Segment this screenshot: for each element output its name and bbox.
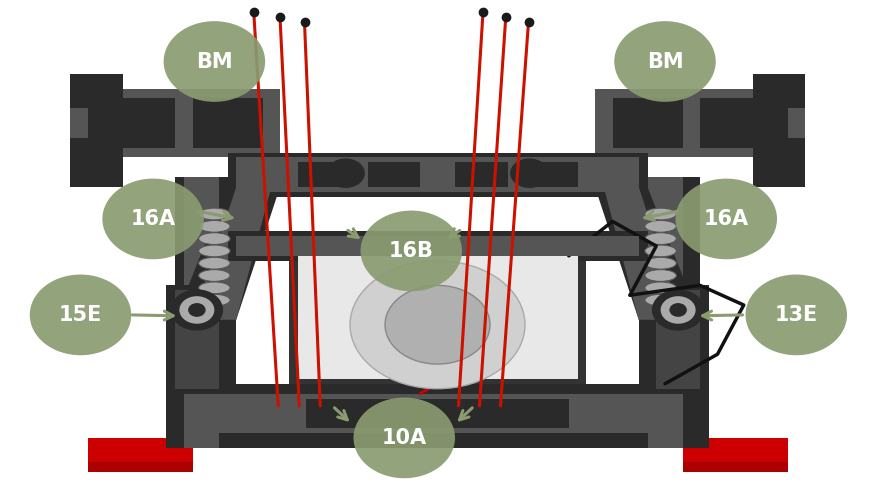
Ellipse shape bbox=[354, 398, 455, 478]
Polygon shape bbox=[192, 98, 262, 148]
Ellipse shape bbox=[645, 282, 676, 294]
Bar bbox=[289, 246, 586, 384]
Bar bbox=[184, 177, 219, 448]
Bar bbox=[298, 251, 578, 379]
Ellipse shape bbox=[199, 208, 230, 220]
Polygon shape bbox=[175, 187, 280, 320]
Ellipse shape bbox=[179, 296, 214, 324]
Ellipse shape bbox=[676, 179, 777, 259]
Ellipse shape bbox=[746, 275, 847, 355]
Ellipse shape bbox=[350, 261, 525, 389]
Bar bbox=[306, 399, 569, 428]
Polygon shape bbox=[682, 462, 788, 472]
Polygon shape bbox=[88, 438, 192, 472]
Ellipse shape bbox=[199, 282, 230, 294]
Ellipse shape bbox=[652, 289, 704, 331]
Ellipse shape bbox=[30, 275, 131, 355]
Bar bbox=[175, 290, 219, 389]
Bar bbox=[166, 285, 236, 394]
Bar bbox=[455, 162, 507, 187]
Bar bbox=[228, 231, 648, 261]
Ellipse shape bbox=[199, 220, 230, 232]
Bar bbox=[179, 306, 213, 315]
Polygon shape bbox=[682, 438, 788, 472]
Ellipse shape bbox=[669, 303, 687, 317]
Bar bbox=[656, 290, 700, 389]
Polygon shape bbox=[70, 89, 280, 157]
Polygon shape bbox=[88, 462, 192, 472]
Ellipse shape bbox=[199, 233, 230, 245]
Polygon shape bbox=[595, 187, 700, 320]
Bar bbox=[298, 162, 350, 187]
Bar bbox=[648, 177, 682, 448]
Ellipse shape bbox=[661, 296, 696, 324]
Ellipse shape bbox=[171, 289, 223, 331]
Ellipse shape bbox=[645, 270, 676, 281]
Bar bbox=[639, 364, 709, 448]
Ellipse shape bbox=[645, 245, 676, 257]
Polygon shape bbox=[604, 93, 796, 153]
Text: BM: BM bbox=[647, 52, 683, 71]
Polygon shape bbox=[79, 93, 271, 153]
Bar bbox=[368, 162, 420, 187]
Polygon shape bbox=[752, 74, 805, 108]
Bar bbox=[639, 285, 709, 394]
Ellipse shape bbox=[510, 158, 549, 188]
Ellipse shape bbox=[645, 233, 676, 245]
Ellipse shape bbox=[614, 21, 716, 102]
Polygon shape bbox=[752, 138, 805, 187]
Polygon shape bbox=[70, 138, 122, 187]
Polygon shape bbox=[88, 98, 175, 148]
Ellipse shape bbox=[199, 270, 230, 281]
Polygon shape bbox=[700, 98, 788, 148]
Ellipse shape bbox=[645, 208, 676, 220]
Ellipse shape bbox=[385, 285, 490, 364]
Bar bbox=[525, 162, 578, 187]
Bar bbox=[192, 394, 682, 433]
Ellipse shape bbox=[199, 294, 230, 306]
Ellipse shape bbox=[199, 257, 230, 269]
Polygon shape bbox=[612, 98, 682, 148]
Ellipse shape bbox=[199, 245, 230, 257]
Text: 15E: 15E bbox=[59, 305, 102, 325]
Polygon shape bbox=[604, 187, 683, 320]
Ellipse shape bbox=[360, 211, 462, 291]
Text: 13E: 13E bbox=[774, 305, 818, 325]
Bar bbox=[181, 307, 211, 314]
Polygon shape bbox=[595, 89, 805, 157]
Polygon shape bbox=[70, 74, 122, 108]
Bar bbox=[166, 364, 236, 448]
Ellipse shape bbox=[326, 158, 365, 188]
Ellipse shape bbox=[188, 303, 206, 317]
Ellipse shape bbox=[645, 257, 676, 269]
Ellipse shape bbox=[645, 294, 676, 306]
Bar bbox=[175, 177, 236, 448]
Bar bbox=[236, 157, 639, 192]
Bar bbox=[662, 306, 696, 315]
Bar bbox=[236, 236, 639, 256]
Text: BM: BM bbox=[196, 52, 233, 71]
Bar bbox=[166, 384, 709, 448]
Ellipse shape bbox=[164, 21, 265, 102]
Bar bbox=[639, 177, 700, 448]
Text: 16B: 16B bbox=[388, 241, 434, 261]
Text: 10A: 10A bbox=[382, 428, 427, 448]
Text: 16A: 16A bbox=[704, 209, 749, 229]
Bar bbox=[228, 153, 648, 197]
Polygon shape bbox=[192, 187, 271, 320]
Bar bbox=[664, 307, 694, 314]
Ellipse shape bbox=[645, 220, 676, 232]
Text: 16A: 16A bbox=[130, 209, 176, 229]
Ellipse shape bbox=[102, 179, 204, 259]
